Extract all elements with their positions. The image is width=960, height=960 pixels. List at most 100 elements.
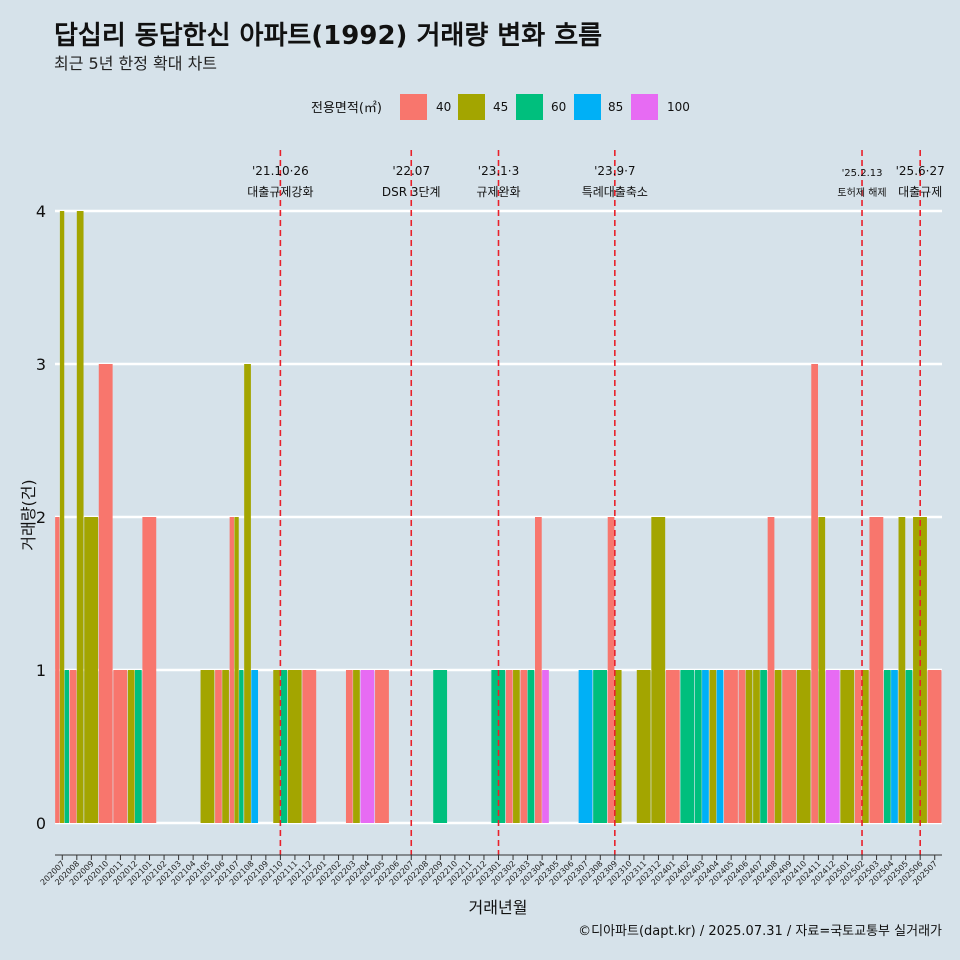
bar-202112-40 — [302, 670, 317, 823]
chart-title: 답십리 동답한신 아파트(1992) 거래량 변화 흐름 — [54, 21, 602, 51]
bar-202307-85 — [578, 670, 593, 823]
bar-202012-60 — [134, 670, 142, 823]
caption: ©디아파트(dapt.kr) / 2025.07.31 / 자료=국토교통부 실… — [578, 924, 942, 939]
bar-202405-40 — [724, 670, 738, 823]
y-tick-label: 4 — [36, 202, 46, 221]
bar-202406-45 — [745, 670, 753, 823]
bar-202309-45 — [614, 670, 622, 823]
bar-202111-45 — [287, 670, 302, 823]
event-text-label: 특례대출축소 — [582, 185, 648, 199]
legend-swatch-85 — [574, 94, 601, 120]
bar-202108-85 — [251, 670, 259, 823]
bar-202008-45 — [76, 211, 84, 823]
bar-202303-60 — [527, 670, 535, 823]
legend-label-60: 60 — [551, 100, 566, 114]
event-text-label: 규제완화 — [476, 185, 520, 199]
bar-202404-45 — [709, 670, 717, 823]
y-tick-label: 0 — [36, 814, 46, 833]
event-date-label: '25.6·27 — [896, 164, 945, 178]
event-date-label: '23.1·3 — [478, 164, 519, 178]
event-text-label: 대출규제 — [898, 185, 942, 199]
bar-202411-40 — [811, 364, 819, 823]
bar-202407-45 — [753, 670, 760, 823]
bar-202301-60 — [491, 670, 506, 823]
bar-202302-45 — [513, 670, 520, 823]
bar-202401-40 — [665, 670, 680, 823]
bar-202008-40 — [69, 670, 77, 823]
bar-202402-60 — [680, 670, 695, 823]
bar-202311-45 — [636, 670, 651, 823]
y-tick-label: 3 — [36, 355, 46, 374]
bar-202502-45 — [862, 670, 869, 823]
legend-swatch-60 — [516, 94, 543, 120]
y-tick-label: 2 — [36, 508, 46, 527]
bar-202011-40 — [113, 670, 128, 823]
y-tick-label: 1 — [36, 661, 46, 680]
bar-202410-45 — [796, 670, 811, 823]
bar-202203-40 — [345, 670, 353, 823]
bar-202012-45 — [127, 670, 135, 823]
bar-202105-45 — [200, 670, 215, 823]
bar-202106-45 — [222, 670, 229, 823]
legend-swatch-45 — [458, 94, 485, 120]
legend-label-45: 45 — [493, 100, 508, 114]
bar-202303-40 — [520, 670, 528, 823]
bar-202503-40 — [869, 517, 884, 823]
y-axis-title: 거래량(건) — [19, 479, 38, 550]
legend-label-40: 40 — [436, 100, 451, 114]
bars — [55, 211, 942, 823]
bar-202408-45 — [774, 670, 782, 823]
bar-202312-45 — [651, 517, 666, 823]
legend-swatch-100 — [631, 94, 658, 120]
event-text-label: DSR 3단계 — [382, 185, 441, 199]
bar-202106-40 — [215, 670, 222, 823]
bar-202209-60 — [433, 670, 448, 823]
bar-202009-45 — [84, 517, 99, 823]
bar-202108-45 — [244, 364, 251, 823]
legend-label-100: 100 — [667, 100, 690, 114]
legend-label-85: 85 — [608, 100, 623, 114]
bar-202507-40 — [927, 670, 942, 823]
bar-202409-40 — [782, 670, 797, 823]
bar-202403-60 — [694, 670, 702, 823]
bar-202308-60 — [593, 670, 608, 823]
bar-202101-40 — [142, 517, 157, 823]
event-text-label: 대출규제강화 — [247, 185, 313, 199]
bar-202309-40 — [607, 517, 615, 823]
bar-202502-40 — [854, 670, 862, 823]
legend: 전용면적(㎡) 40 45 60 85 100 — [311, 94, 690, 120]
bar-202403-85 — [702, 670, 709, 823]
event-date-label: '25.2.13 — [842, 168, 883, 179]
bar-202107-60 — [239, 670, 244, 823]
event-date-label: '22.07 — [392, 164, 430, 178]
bar-202501-45 — [840, 670, 855, 823]
bar-202408-40 — [767, 517, 775, 823]
bar-202404-85 — [716, 670, 724, 823]
y-axis: 0 1 2 3 4 — [36, 202, 46, 833]
bar-202007-45 — [59, 211, 65, 823]
bar-202505-60 — [905, 670, 913, 823]
bar-202110-60 — [280, 670, 288, 823]
bar-202107-45 — [234, 517, 239, 823]
bar-202007-40 — [55, 517, 60, 823]
event-text-label: 토허제 해제 — [837, 186, 886, 199]
bar-202412-100 — [825, 670, 840, 823]
bar-202204-100 — [360, 670, 375, 823]
bar-202304-40 — [534, 517, 542, 823]
bar-202107-40 — [229, 517, 234, 823]
bar-202505-45 — [898, 517, 906, 823]
x-axis-title: 거래년월 — [469, 898, 528, 917]
bar-202205-40 — [375, 670, 389, 823]
bar-202007-60 — [64, 670, 69, 823]
bar-202504-60 — [883, 670, 891, 823]
bar-202504-85 — [891, 670, 898, 823]
bar-202010-40 — [98, 364, 113, 823]
bar-202203-45 — [353, 670, 360, 823]
event-date-label: '21.10·26 — [252, 164, 309, 178]
legend-swatch-40 — [400, 94, 427, 120]
bar-202407-60 — [760, 670, 767, 823]
bar-202304-100 — [542, 670, 549, 823]
event-markers: '21.10·26 대출규제강화 '22.07 DSR 3단계 '23.1·3 규제완화 '… — [247, 150, 945, 855]
event-date-label: '23.9·7 — [594, 164, 635, 178]
